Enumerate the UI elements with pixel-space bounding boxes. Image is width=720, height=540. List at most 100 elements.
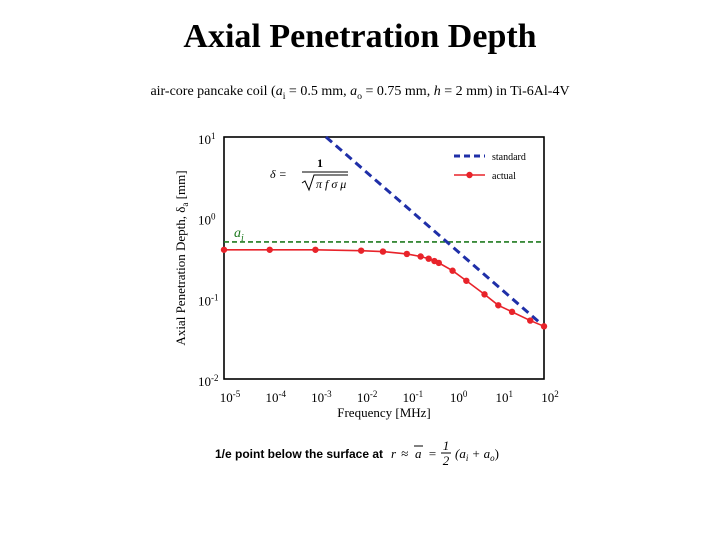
actual-data-point xyxy=(527,317,534,324)
subtitle-ai-value: = 0.5 mm, xyxy=(285,84,351,99)
x-tick-base: 10 xyxy=(311,390,324,405)
bottom-note-half-num: 1 xyxy=(443,438,450,453)
series-standard-line xyxy=(324,135,545,328)
x-tick-base: 10 xyxy=(220,390,233,405)
x-tick-base: 10 xyxy=(265,390,278,405)
subtitle-h-label: h xyxy=(433,84,441,99)
formula-numerator: 1 xyxy=(317,156,323,170)
x-tick-exp: -3 xyxy=(324,389,332,399)
subtitle-ai-label: a xyxy=(275,84,283,99)
reference-line-label-var: a xyxy=(234,226,241,241)
x-tick-exp: -2 xyxy=(370,389,378,399)
subtitle-ao-value: = 0.75 mm, xyxy=(362,84,434,99)
actual-data-point xyxy=(540,323,548,330)
actual-data-point xyxy=(449,267,456,274)
actual-data-point xyxy=(379,248,387,255)
formula-lhs: δ = xyxy=(270,167,287,181)
legend-actual-marker xyxy=(466,171,473,179)
x-tick-label: 101 xyxy=(496,389,514,405)
x-tick-label: 100 xyxy=(450,389,468,405)
subtitle-ao-label: a xyxy=(350,84,358,99)
bottom-note-equals: = xyxy=(428,446,437,461)
actual-data-point xyxy=(417,253,424,260)
chart-subtitle: air-core pancake coil (ai = 0.5 mm, ao =… xyxy=(0,84,720,102)
reference-line-label-sub: i xyxy=(241,233,244,244)
formula-radicand: π f σ μ xyxy=(316,177,346,191)
bottom-note-paren: (a xyxy=(455,446,466,461)
x-tick-label: 10-4 xyxy=(265,389,286,405)
y-tick-base: 10 xyxy=(198,213,211,228)
bottom-note-sub-o: o xyxy=(490,453,495,463)
bottom-note-rhs-var: a xyxy=(415,446,422,461)
y-tick-base: 10 xyxy=(198,132,211,147)
actual-data-point xyxy=(495,302,502,309)
x-tick-exp: 1 xyxy=(509,389,514,399)
legend: standard actual xyxy=(454,152,526,182)
y-axis-title: Axial Penetration Depth, δa [mm] xyxy=(173,170,190,345)
x-tick-exp: -4 xyxy=(278,389,286,399)
y-tick-label: 10-2 xyxy=(198,373,219,389)
legend-actual-label: actual xyxy=(492,171,516,182)
x-tick-label: 10-3 xyxy=(311,389,332,405)
y-tick-exp: 0 xyxy=(211,212,216,222)
actual-data-point xyxy=(220,246,228,253)
plot-frame xyxy=(223,136,545,380)
formula-root-sign xyxy=(301,174,348,192)
bottom-note-text: 1/e point below the surface at xyxy=(215,447,383,461)
y-axis-title-sub: a xyxy=(180,203,190,207)
x-axis-title: Frequency [MHz] xyxy=(337,405,431,420)
bottom-note: 1/e point below the surface at r ≈ a = 1… xyxy=(215,438,499,468)
x-tick-base: 10 xyxy=(450,390,463,405)
bottom-note-sub-i: i xyxy=(466,453,469,463)
bottom-note-half-den: 2 xyxy=(443,453,450,468)
legend-standard-label: standard xyxy=(492,152,526,163)
x-tick-label: 102 xyxy=(541,389,559,405)
bottom-note-lhs: r xyxy=(391,446,397,461)
x-tick-label: 10-2 xyxy=(357,389,378,405)
x-tick-exp: -5 xyxy=(233,389,241,399)
y-tick-exp: -2 xyxy=(211,373,219,383)
actual-data-point xyxy=(266,246,273,253)
actual-data-point xyxy=(435,259,443,267)
page-title: Axial Penetration Depth xyxy=(183,18,537,55)
y-axis-title-prefix: Axial Penetration Depth, δ xyxy=(173,207,188,346)
actual-data-point xyxy=(463,277,470,284)
actual-data-point xyxy=(508,308,516,316)
y-tick-label: 100 xyxy=(198,212,216,228)
bottom-note-sum: (ai + ao) xyxy=(455,446,499,463)
y-tick-base: 10 xyxy=(198,293,211,308)
x-tick-label: 10-5 xyxy=(220,389,241,405)
x-tick-exp: 2 xyxy=(554,389,559,399)
x-tick-label: 10-1 xyxy=(403,389,424,405)
actual-data-point xyxy=(312,246,319,253)
y-tick-exp: -1 xyxy=(211,292,219,302)
subtitle-ao-sub: o xyxy=(357,90,363,102)
subtitle-prefix: air-core pancake coil ( xyxy=(150,84,276,99)
subtitle-h-value: = 2 mm) in Ti-6Al-4V xyxy=(440,84,570,99)
bottom-note-approx: ≈ xyxy=(401,446,408,461)
actual-data-point xyxy=(403,250,411,258)
bottom-note-close: ) xyxy=(495,446,499,461)
y-tick-base: 10 xyxy=(198,374,211,389)
actual-data-point xyxy=(357,247,365,254)
actual-data-point xyxy=(425,255,432,262)
x-tick-base: 10 xyxy=(541,390,554,405)
series-actual-line xyxy=(224,248,545,328)
y-tick-exp: 1 xyxy=(211,131,216,141)
bottom-note-plus: + a xyxy=(468,446,490,461)
x-tick-exp: 0 xyxy=(463,389,468,399)
formula: δ = 1 π f σ μ xyxy=(270,156,348,192)
y-tick-label: 101 xyxy=(198,131,216,147)
reference-line-label: ai xyxy=(234,226,244,244)
x-tick-base: 10 xyxy=(403,390,416,405)
y-axis-title-suffix: [mm] xyxy=(173,170,188,202)
x-tick-labels: 10-5 10-4 10-3 10-2 10-1 100 101 102 xyxy=(220,389,559,405)
series-actual-points xyxy=(220,246,548,330)
x-tick-base: 10 xyxy=(357,390,370,405)
subtitle-ai-sub: i xyxy=(282,90,286,102)
x-tick-base: 10 xyxy=(496,390,509,405)
actual-data-point xyxy=(481,291,488,298)
y-tick-label: 10-1 xyxy=(198,292,219,308)
